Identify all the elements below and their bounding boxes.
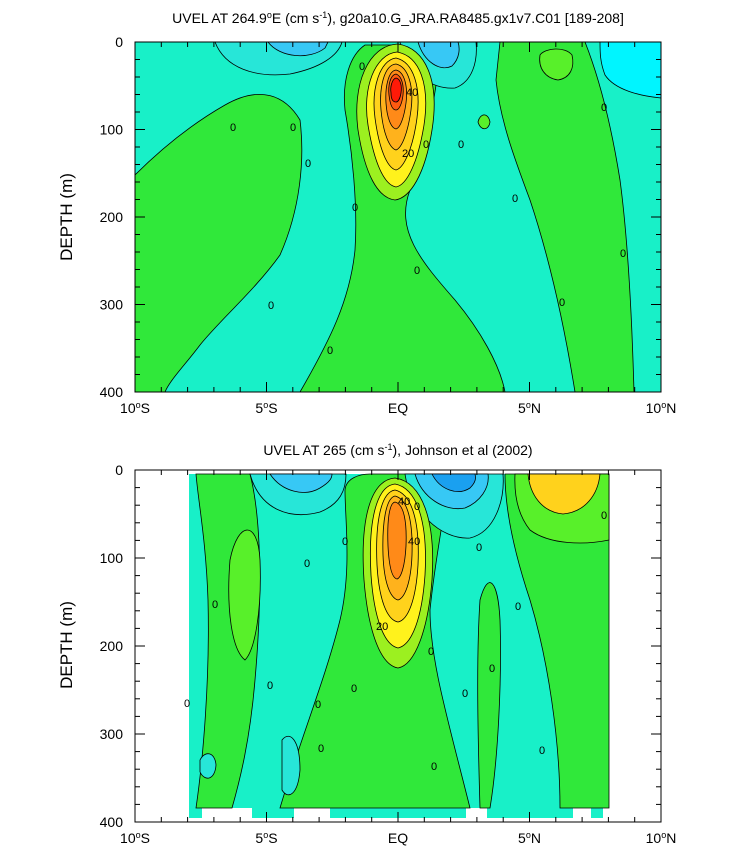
svg-text:0: 0 — [351, 683, 357, 695]
p2-cyan-bottom-left — [199, 753, 217, 779]
svg-text:0: 0 — [184, 698, 190, 710]
svg-text:0: 0 — [352, 202, 358, 214]
svg-text:40: 40 — [406, 87, 418, 99]
p1-green-light-small — [477, 114, 491, 130]
p1-blue-top-left — [267, 42, 329, 57]
svg-text:0: 0 — [315, 699, 321, 711]
svg-text:0: 0 — [559, 297, 565, 309]
p1-aqua-right — [599, 42, 661, 99]
panel-1-title: UVEL AT 264.9oE (cm s-1), g20a10.G_JRA.R… — [172, 10, 624, 26]
svg-text:0: 0 — [305, 158, 311, 170]
panel-2-title: UVEL AT 265 (cm s-1), Johnson et al (200… — [263, 442, 532, 458]
y-tick-label: 0 — [115, 462, 123, 478]
panel-2: UVEL AT 265 (cm s-1), Johnson et al (200… — [57, 442, 676, 846]
y-tick-label: 400 — [100, 384, 124, 400]
p2-blue-top-left — [269, 473, 333, 493]
svg-text:0: 0 — [304, 558, 310, 570]
x-tick-label: 5oN — [518, 830, 541, 846]
svg-text:0: 0 — [423, 139, 429, 151]
svg-text:0: 0 — [620, 248, 626, 260]
panel-1-field — [135, 42, 661, 392]
svg-text:0: 0 — [601, 102, 607, 114]
panel-1: UVEL AT 264.9oE (cm s-1), g20a10.G_JRA.R… — [57, 10, 676, 416]
svg-text:0: 0 — [489, 663, 495, 675]
x-tick-label: 5oS — [255, 400, 277, 416]
svg-text:0: 0 — [359, 61, 365, 73]
p2-euc-core — [362, 477, 434, 669]
svg-text:0: 0 — [476, 542, 482, 554]
svg-text:20: 20 — [402, 148, 414, 160]
y-tick-label: 300 — [100, 726, 124, 742]
p2-green-light-strip — [228, 529, 261, 661]
svg-text:0: 0 — [601, 510, 607, 522]
panel-1-ylabel: DEPTH (m) — [57, 173, 76, 261]
y-tick-label: 100 — [100, 122, 124, 138]
p2-blue-dark-top-mid — [431, 473, 476, 492]
svg-text:0: 0 — [212, 599, 218, 611]
svg-text:0: 0 — [268, 300, 274, 312]
svg-text:0: 0 — [512, 193, 518, 205]
y-tick-label: 300 — [100, 297, 124, 313]
p1-contour-labels: 0 0 0 0 0 0 0 0 0 0 0 0 0 0 20 40 — [230, 61, 626, 357]
p1-green-light-blob — [539, 48, 574, 81]
svg-text:0: 0 — [515, 601, 521, 613]
p1-blue-top-mid — [417, 42, 460, 68]
x-tick-label: EQ — [388, 400, 408, 416]
svg-text:0: 0 — [458, 139, 464, 151]
panel-2-field — [189, 473, 610, 818]
svg-text:0: 0 — [230, 122, 236, 134]
y-tick-label: 0 — [115, 34, 123, 50]
svg-text:20: 20 — [376, 621, 388, 633]
p1-green-left — [135, 94, 303, 392]
y-tick-label: 100 — [100, 550, 124, 566]
p2-contour-labels: 0 0 0 0 0 0 0 0 0 0 0 0 0 0 0 0 0 20 40 … — [184, 496, 607, 773]
svg-text:0: 0 — [342, 536, 348, 548]
svg-text:0: 0 — [290, 122, 296, 134]
svg-text:0: 0 — [414, 501, 420, 513]
svg-text:0: 0 — [327, 345, 333, 357]
y-tick-label: 200 — [100, 209, 124, 225]
x-tick-label: 10oS — [120, 830, 150, 846]
svg-text:40: 40 — [398, 496, 410, 508]
x-tick-label: 10oN — [646, 400, 677, 416]
svg-text:0: 0 — [539, 745, 545, 757]
p2-yellow-topright — [527, 473, 601, 515]
y-tick-label: 200 — [100, 638, 124, 654]
panel-2-ylabel: DEPTH (m) — [57, 601, 76, 689]
x-tick-label: 5oN — [518, 400, 541, 416]
svg-text:0: 0 — [414, 265, 420, 277]
x-tick-label: 10oN — [646, 830, 677, 846]
svg-text:0: 0 — [431, 761, 437, 773]
p2-cyan-bottom-mid — [281, 735, 301, 796]
x-tick-label: EQ — [388, 830, 408, 846]
svg-text:40: 40 — [408, 536, 420, 548]
svg-text:0: 0 — [318, 743, 324, 755]
x-tick-label: 10oS — [120, 400, 150, 416]
x-tick-label: 5oS — [255, 830, 277, 846]
y-tick-label: 400 — [100, 814, 124, 830]
p1-green-right — [495, 42, 635, 392]
svg-text:0: 0 — [267, 680, 273, 692]
svg-text:0: 0 — [428, 646, 434, 658]
p1-euc-core — [356, 43, 435, 201]
p2-green-right — [504, 473, 610, 809]
svg-text:0: 0 — [462, 688, 468, 700]
p2-green-small-right — [477, 582, 501, 809]
